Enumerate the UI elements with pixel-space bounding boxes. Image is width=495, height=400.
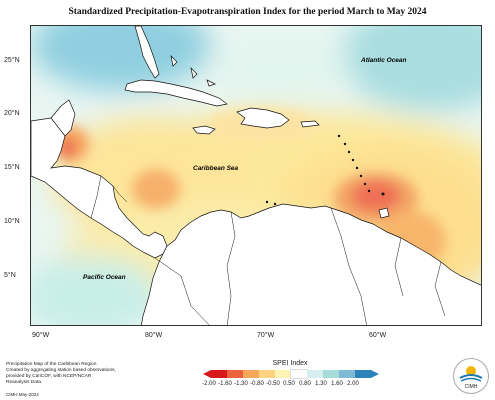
legend-tick: 1.60: [331, 381, 343, 387]
legend-min-arrow: [203, 370, 211, 378]
lat-label-5n: 5°N: [4, 272, 16, 279]
cimh-logo-icon: CIMH: [453, 358, 489, 394]
lat-label-10n: 10°N: [4, 218, 20, 225]
legend-swatch: [243, 370, 259, 378]
legend-tick: 0.80: [299, 381, 311, 387]
land-masses: [31, 26, 481, 325]
map-canvas: Atlantic Ocean Caribbean Sea Pacific Oce…: [31, 26, 481, 325]
legend-swatch: [211, 370, 227, 378]
footnote: Precipitation Map of the Caribbean Regio…: [6, 362, 116, 386]
logo-text: CIMH: [465, 384, 478, 390]
caribbean-sea-label: Caribbean Sea: [193, 165, 239, 172]
legend-tick: -0.80: [250, 381, 264, 387]
footnote-line: provided by CariCOF, with NCEP/NCAR Rean…: [6, 374, 92, 385]
legend-tick: -2.00: [202, 381, 216, 387]
lon-label-90w: 90°W: [32, 332, 50, 339]
map-title: Standardized Precipitation-Evapotranspir…: [68, 7, 427, 17]
legend-swatch: [227, 370, 243, 378]
legend-ticks: -2.00 -1.60 -1.30 -0.80 -0.50 0.50 0.80 …: [201, 381, 361, 387]
pacific-ocean-label: Pacific Ocean: [83, 274, 126, 281]
footnote-date: CIMH May-2024: [6, 392, 39, 397]
lon-label-60w: 60°W: [369, 332, 387, 339]
footnote-line: Precipitation Map of the Caribbean Regio…: [6, 362, 98, 367]
lat-label-20n: 20°N: [4, 110, 20, 117]
legend-swatch: [290, 369, 308, 379]
legend-tick: -1.60: [218, 381, 232, 387]
footnote-line: Created by aggregating station based obs…: [6, 368, 116, 373]
logo-graphic: CIMH: [459, 366, 483, 390]
legend-title: SPEI Index: [272, 360, 308, 367]
lon-label-70w: 70°W: [257, 332, 275, 339]
legend-tick: 0.50: [283, 381, 295, 387]
atlantic-ocean-label: Atlantic Ocean: [360, 57, 407, 64]
legend-swatch: [259, 370, 275, 378]
country-borders: [90, 175, 446, 325]
lat-label-25n: 25°N: [4, 57, 20, 64]
lat-label-15n: 15°N: [4, 164, 20, 171]
spei-map: Atlantic Ocean Caribbean Sea Pacific Oce…: [30, 25, 482, 326]
legend-tick: 1.30: [315, 381, 327, 387]
legend-tick: -0.50: [266, 381, 280, 387]
legend-max-arrow: [371, 370, 379, 378]
legend-swatch: [323, 370, 339, 378]
legend-tick: 2.00: [347, 381, 359, 387]
legend-swatch: [339, 370, 355, 378]
lesser-antilles: [265, 134, 385, 206]
legend-swatch: [307, 370, 323, 378]
lon-label-80w: 80°W: [145, 332, 163, 339]
legend-colorbar: [203, 369, 379, 379]
legend-swatch: [355, 370, 371, 378]
legend-tick: -1.30: [234, 381, 248, 387]
legend-swatch: [275, 370, 291, 378]
